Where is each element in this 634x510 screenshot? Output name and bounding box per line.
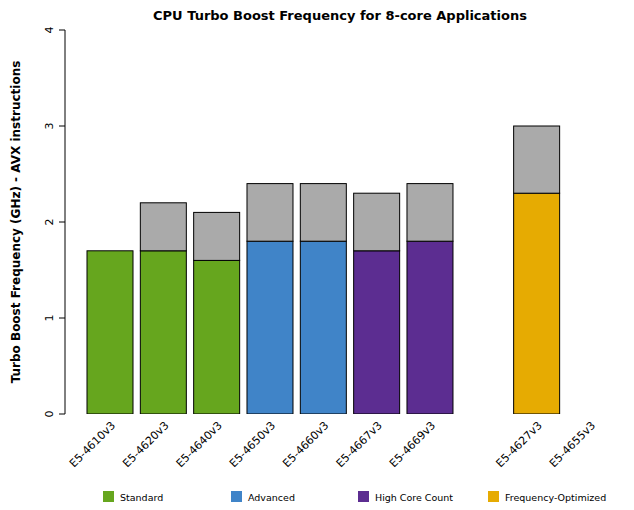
x-tick-label: E5-4650v3 [227, 419, 278, 470]
y-tick-label: 0 [43, 411, 56, 418]
bar-segment [300, 184, 346, 242]
bar-segment [140, 251, 186, 414]
y-tick-label: 2 [43, 219, 56, 226]
title: CPU Turbo Boost Frequency for 8-core App… [153, 8, 527, 23]
bar-segment [354, 193, 400, 251]
bar-segment [247, 241, 293, 414]
chart: CPU Turbo Boost Frequency for 8-core App… [0, 0, 634, 510]
bar-segment [407, 184, 453, 242]
y-tick [59, 414, 65, 415]
bar-segment [514, 193, 560, 414]
x-tick-label: E5-4640v3 [174, 419, 225, 470]
legend-swatch [488, 491, 499, 502]
bar-segment [140, 203, 186, 251]
x-tick-label: E5-4655v3 [547, 419, 598, 470]
bars [87, 126, 560, 414]
y-tick [59, 126, 65, 127]
bar-segment [300, 241, 346, 414]
y-tick-label: 3 [43, 123, 56, 130]
bar-segment [247, 184, 293, 242]
y-axis-label: Turbo Boost Frequency (GHz) - AVX instru… [9, 61, 23, 384]
bar-segment [194, 260, 240, 414]
x-tick-label: E5-4610v3 [67, 419, 118, 470]
y-tick [59, 222, 65, 223]
bar-segment [354, 251, 400, 414]
legend-label: Standard [120, 492, 163, 503]
bar-segment [87, 251, 133, 414]
y-tick [59, 30, 65, 31]
x-tick-label: E5-4627v3 [494, 419, 545, 470]
x-tick-label: E5-4667v3 [334, 419, 385, 470]
legend-label: High Core Count [375, 492, 453, 503]
x-tick-label: E5-4620v3 [120, 419, 171, 470]
bar-segment [194, 212, 240, 260]
y-tick-label: 4 [43, 27, 56, 34]
legend-swatch [103, 491, 114, 502]
x-tick-label: E5-4660v3 [280, 419, 331, 470]
x-tick-label: E5-4669v3 [387, 419, 438, 470]
legend-swatch [231, 491, 242, 502]
bar-segment [87, 250, 133, 251]
y-tick-label: 1 [43, 315, 56, 322]
bar-segment [514, 126, 560, 193]
y-tick [59, 318, 65, 319]
legend-label: Frequency-Optimized [505, 492, 606, 503]
bar-segment [407, 241, 453, 414]
legend-swatch [358, 491, 369, 502]
legend-label: Advanced [248, 492, 295, 503]
